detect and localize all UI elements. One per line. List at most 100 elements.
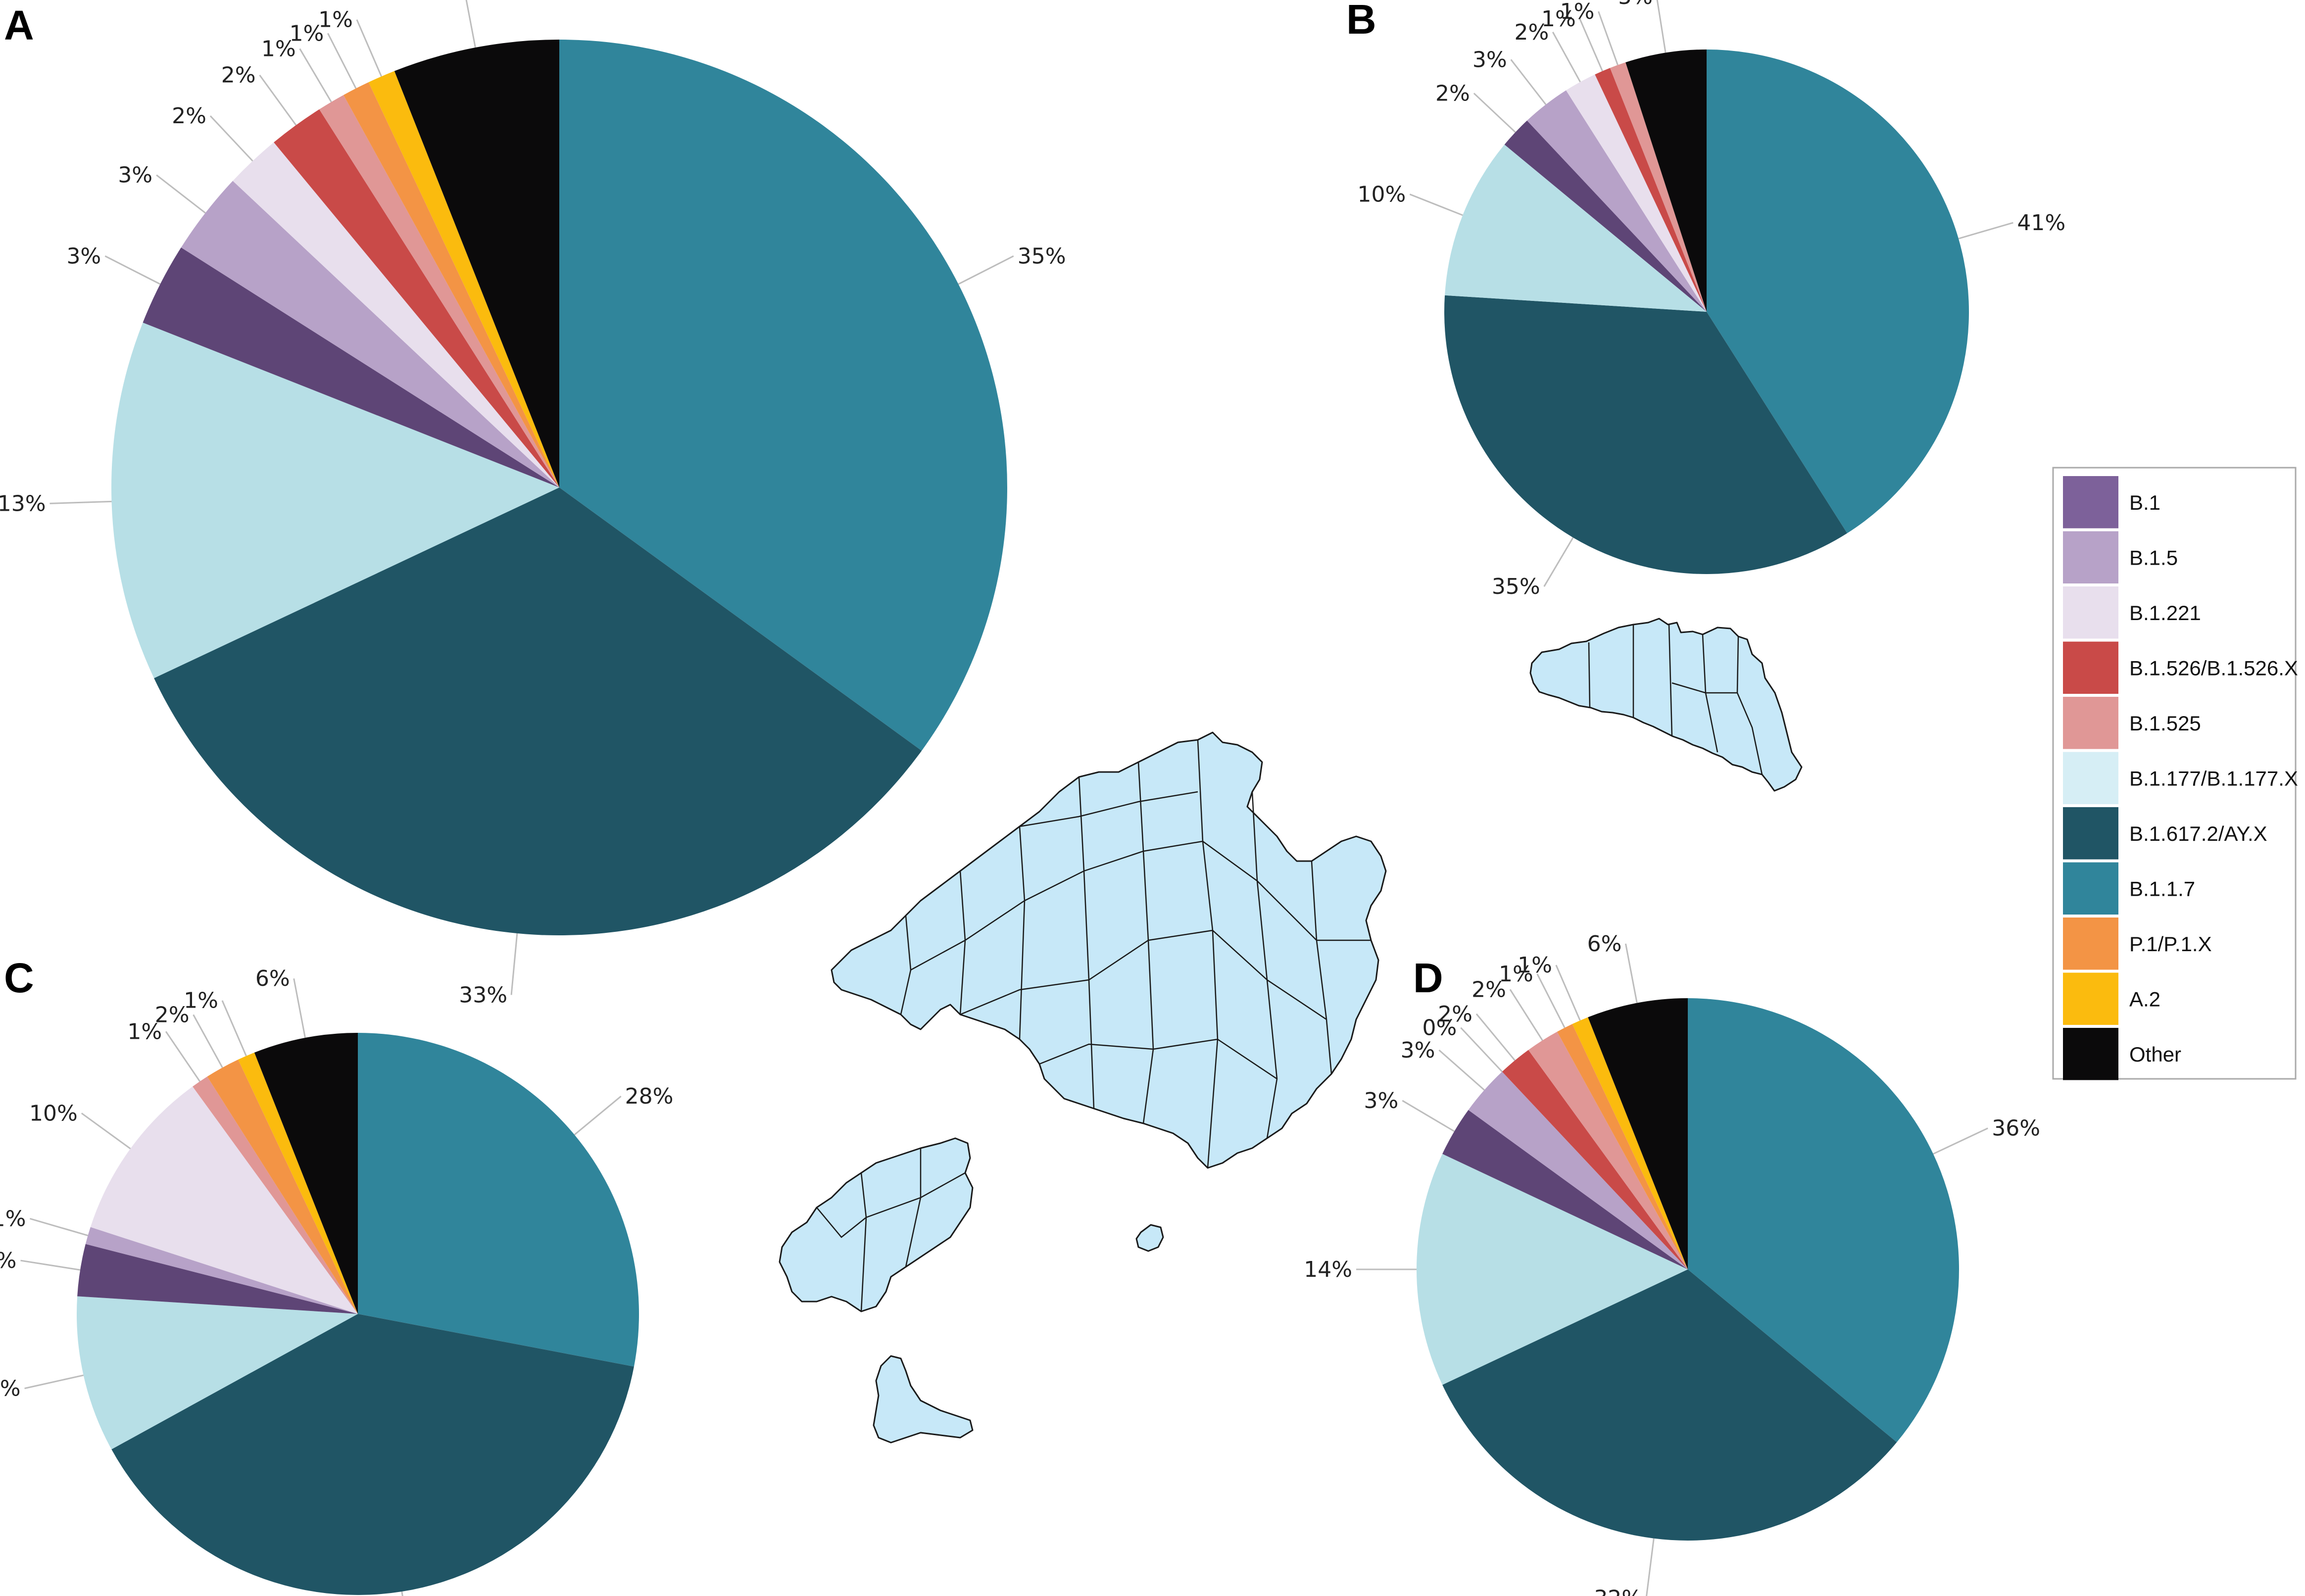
pie-chart-b: 41%35%10%2%3%2%1%1%5%	[1357, 0, 2065, 599]
pie-a-percent-label: 33%	[459, 982, 507, 1008]
label-leader-line	[1933, 1127, 1988, 1155]
legend-swatch	[2063, 641, 2118, 694]
legend-swatch	[2063, 697, 2118, 749]
legend-swatch	[2063, 752, 2118, 804]
label-leader-line	[209, 115, 253, 162]
label-leader-line	[1438, 1049, 1485, 1091]
label-leader-line	[327, 33, 357, 89]
pie-b-percent-label: 3%	[1472, 47, 1507, 72]
label-leader-line	[356, 19, 382, 77]
pie-d-percent-label: 3%	[1401, 1038, 1435, 1063]
label-leader-line	[401, 1591, 403, 1596]
pie-c-slice	[193, 1076, 358, 1314]
label-leader-line	[1555, 965, 1581, 1021]
label-leader-line	[259, 74, 297, 126]
pie-a-percent-label: 1%	[290, 21, 324, 46]
panel-c-label: C	[4, 955, 34, 1001]
pie-c-slice	[77, 1296, 358, 1450]
legend-label: B.1	[2129, 491, 2160, 514]
label-leader-line	[1475, 1013, 1516, 1061]
pie-a-percent-label: 13%	[0, 491, 46, 516]
panel-d-label: D	[1413, 955, 1443, 1001]
pie-a-percent-label: 2%	[221, 63, 256, 88]
label-leader-line	[193, 1014, 223, 1068]
legend-swatch	[2063, 586, 2118, 639]
label-leader-line	[1536, 973, 1566, 1028]
pie-a-slice	[111, 322, 559, 678]
legend-label: A.2	[2129, 987, 2160, 1011]
pie-b-slice	[1444, 295, 1847, 574]
pie-chart-d: 36%32%14%3%3%0%2%2%1%1%6%	[1304, 931, 2040, 1596]
legend-label: B.1.1.7	[2129, 877, 2195, 900]
label-leader-line	[293, 978, 306, 1038]
pie-c-slice	[254, 1033, 358, 1314]
pie-a-percent-label: 3%	[66, 243, 101, 269]
label-leader-line	[1460, 1027, 1503, 1072]
pie-c-percent-label: 1%	[184, 988, 218, 1014]
pie-d-slice	[1528, 1031, 1688, 1269]
legend-swatch	[2063, 476, 2118, 529]
legend-label: Other	[2129, 1043, 2181, 1066]
label-leader-line	[20, 1259, 81, 1271]
pie-a-slice	[559, 40, 1007, 751]
label-leader-line	[24, 1374, 84, 1389]
legend-swatch	[2063, 918, 2118, 970]
pie-c-percent-label: 10%	[29, 1101, 78, 1126]
pie-a-percent-label: 1%	[318, 7, 353, 33]
legend-label: B.1.525	[2129, 712, 2201, 735]
label-leader-line	[1402, 1100, 1455, 1132]
pie-b-percent-label: 2%	[1514, 20, 1549, 45]
label-leader-line	[1958, 222, 2013, 240]
label-leader-line	[1543, 537, 1574, 587]
pie-b-percent-label: 35%	[1492, 574, 1540, 599]
pie-b-percent-label: 10%	[1357, 182, 1406, 207]
legend-label: B.1.177/B.1.177.X	[2129, 767, 2298, 790]
pie-a-slice	[274, 109, 559, 487]
pie-c-percent-label: 6%	[255, 966, 290, 991]
label-leader-line	[1509, 989, 1543, 1041]
pie-d-percent-label: 14%	[1304, 1257, 1352, 1282]
pie-b-percent-label: 41%	[2017, 210, 2065, 236]
balearic-islands-map	[779, 618, 1803, 1444]
pie-a-percent-label: 1%	[261, 36, 296, 61]
pie-a-slice	[394, 40, 559, 487]
pie-c-slice	[85, 1227, 358, 1314]
pie-d-slice	[1588, 998, 1688, 1269]
label-leader-line	[165, 1031, 200, 1082]
label-leader-line	[1552, 32, 1581, 83]
pie-d-percent-label: 6%	[1587, 931, 1622, 957]
pie-d-percent-label: 0%	[1422, 1016, 1457, 1041]
menorca-island	[1529, 618, 1803, 792]
legend-label: P.1/P.1.X	[2129, 932, 2212, 956]
label-leader-line	[221, 1000, 247, 1057]
label-leader-line	[510, 933, 518, 995]
label-leader-line	[1579, 18, 1603, 72]
pie-a-slice	[233, 142, 559, 487]
label-leader-line	[1409, 193, 1463, 216]
label-leader-line	[1656, 0, 1667, 53]
label-leader-line	[1624, 943, 1638, 1003]
pie-b-percent-label: 1%	[1560, 0, 1595, 24]
pie-c-slice	[90, 1086, 358, 1314]
pie-chart-c: 28%39%9%3%1%10%1%2%1%6%	[0, 966, 673, 1596]
pie-a-slice	[319, 95, 559, 488]
pie-c-slice	[207, 1060, 358, 1314]
pie-b-slice	[1566, 74, 1707, 312]
pie-d-slice	[1417, 1154, 1688, 1385]
pie-c-slice	[358, 1033, 639, 1367]
pie-b-percent-label: 1%	[1541, 6, 1576, 32]
pie-b-slice	[1445, 145, 1707, 312]
pie-d-percent-label: 36%	[1992, 1116, 2040, 1141]
label-leader-line	[49, 500, 112, 504]
legend-label: B.1.221	[2129, 601, 2201, 625]
pie-b-slice	[1707, 49, 1969, 533]
pie-d-slice	[1468, 1071, 1688, 1269]
pie-c-percent-label: 2%	[155, 1002, 190, 1027]
pie-d-percent-label: 1%	[1518, 953, 1552, 978]
pie-a-slice	[143, 247, 560, 487]
pie-b-percent-label: 2%	[1435, 81, 1470, 106]
legend-label: B.1.617.2/AY.X	[2129, 822, 2267, 845]
pie-d-slice	[1442, 1269, 1897, 1541]
pie-b-slice	[1527, 90, 1707, 312]
